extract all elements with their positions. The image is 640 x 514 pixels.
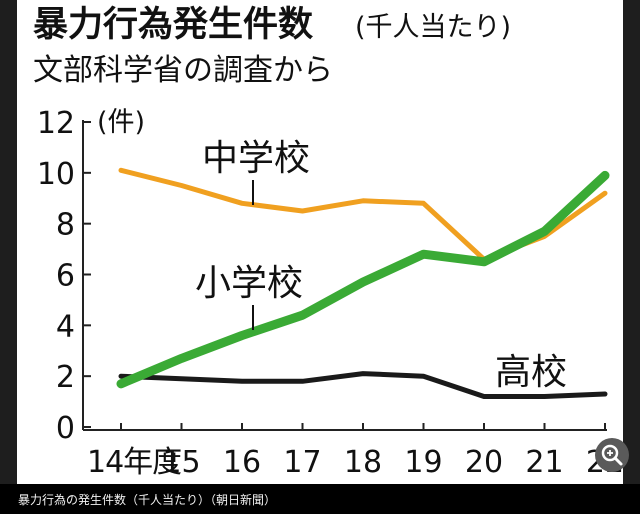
y-tick-label: 8 <box>56 208 75 243</box>
series-label: 中学校 <box>202 138 310 179</box>
zoom-button[interactable] <box>595 438 629 472</box>
series-line-0 <box>118 167 608 262</box>
y-tick-label: 4 <box>56 309 75 344</box>
series-label: 小学校 <box>195 263 303 304</box>
y-tick-label: 6 <box>56 259 75 294</box>
y-tick-label: 12 <box>37 106 75 141</box>
y-tick-group: 0 2 4 6 8 10 12 <box>37 106 91 446</box>
x-tick-label: 20 <box>465 445 503 480</box>
y-tick-label: 10 <box>37 157 75 192</box>
x-tick-label: 19 <box>404 445 442 480</box>
caption-bar: 暴力行為の発生件数（千人当たり）（朝日新聞） <box>0 484 640 514</box>
x-tick-label: 15 <box>162 445 200 480</box>
x-tick-label: 14年度 <box>87 445 181 480</box>
chart-subtitle: 文部科学省の調査から <box>33 53 333 88</box>
chart-title-note: (千人当たり) <box>355 12 511 43</box>
x-tick-label: 21 <box>525 445 563 480</box>
chart-header: 暴力行為発生件数 (千人当たり) 文部科学省の調査から (件) <box>33 5 511 138</box>
line-chart: 暴力行為発生件数 (千人当たり) 文部科学省の調査から (件) 0 2 4 6 8 10 1… <box>33 5 623 480</box>
x-tick-label: 17 <box>283 445 321 480</box>
y-unit-label: (件) <box>97 107 145 138</box>
magnifier-icon <box>601 444 623 466</box>
y-tick-label: 2 <box>56 360 75 395</box>
series-line-2 <box>118 371 608 399</box>
chart-title: 暴力行為発生件数 <box>33 5 313 45</box>
y-tick-label: 0 <box>56 411 75 446</box>
series-group <box>116 167 610 399</box>
series-line-1 <box>116 170 610 389</box>
x-tick-label: 18 <box>344 445 382 480</box>
image-caption: 暴力行為の発生件数（千人当たり）（朝日新聞） <box>18 493 277 507</box>
x-tick-label: 16 <box>223 445 261 480</box>
x-tick-group: 14年度1516171819202122 <box>87 423 623 480</box>
chart-figure: 暴力行為発生件数 (千人当たり) 文部科学省の調査から (件) 0 2 4 6 8 10 1… <box>17 0 623 484</box>
series-label: 高校 <box>495 352 567 393</box>
